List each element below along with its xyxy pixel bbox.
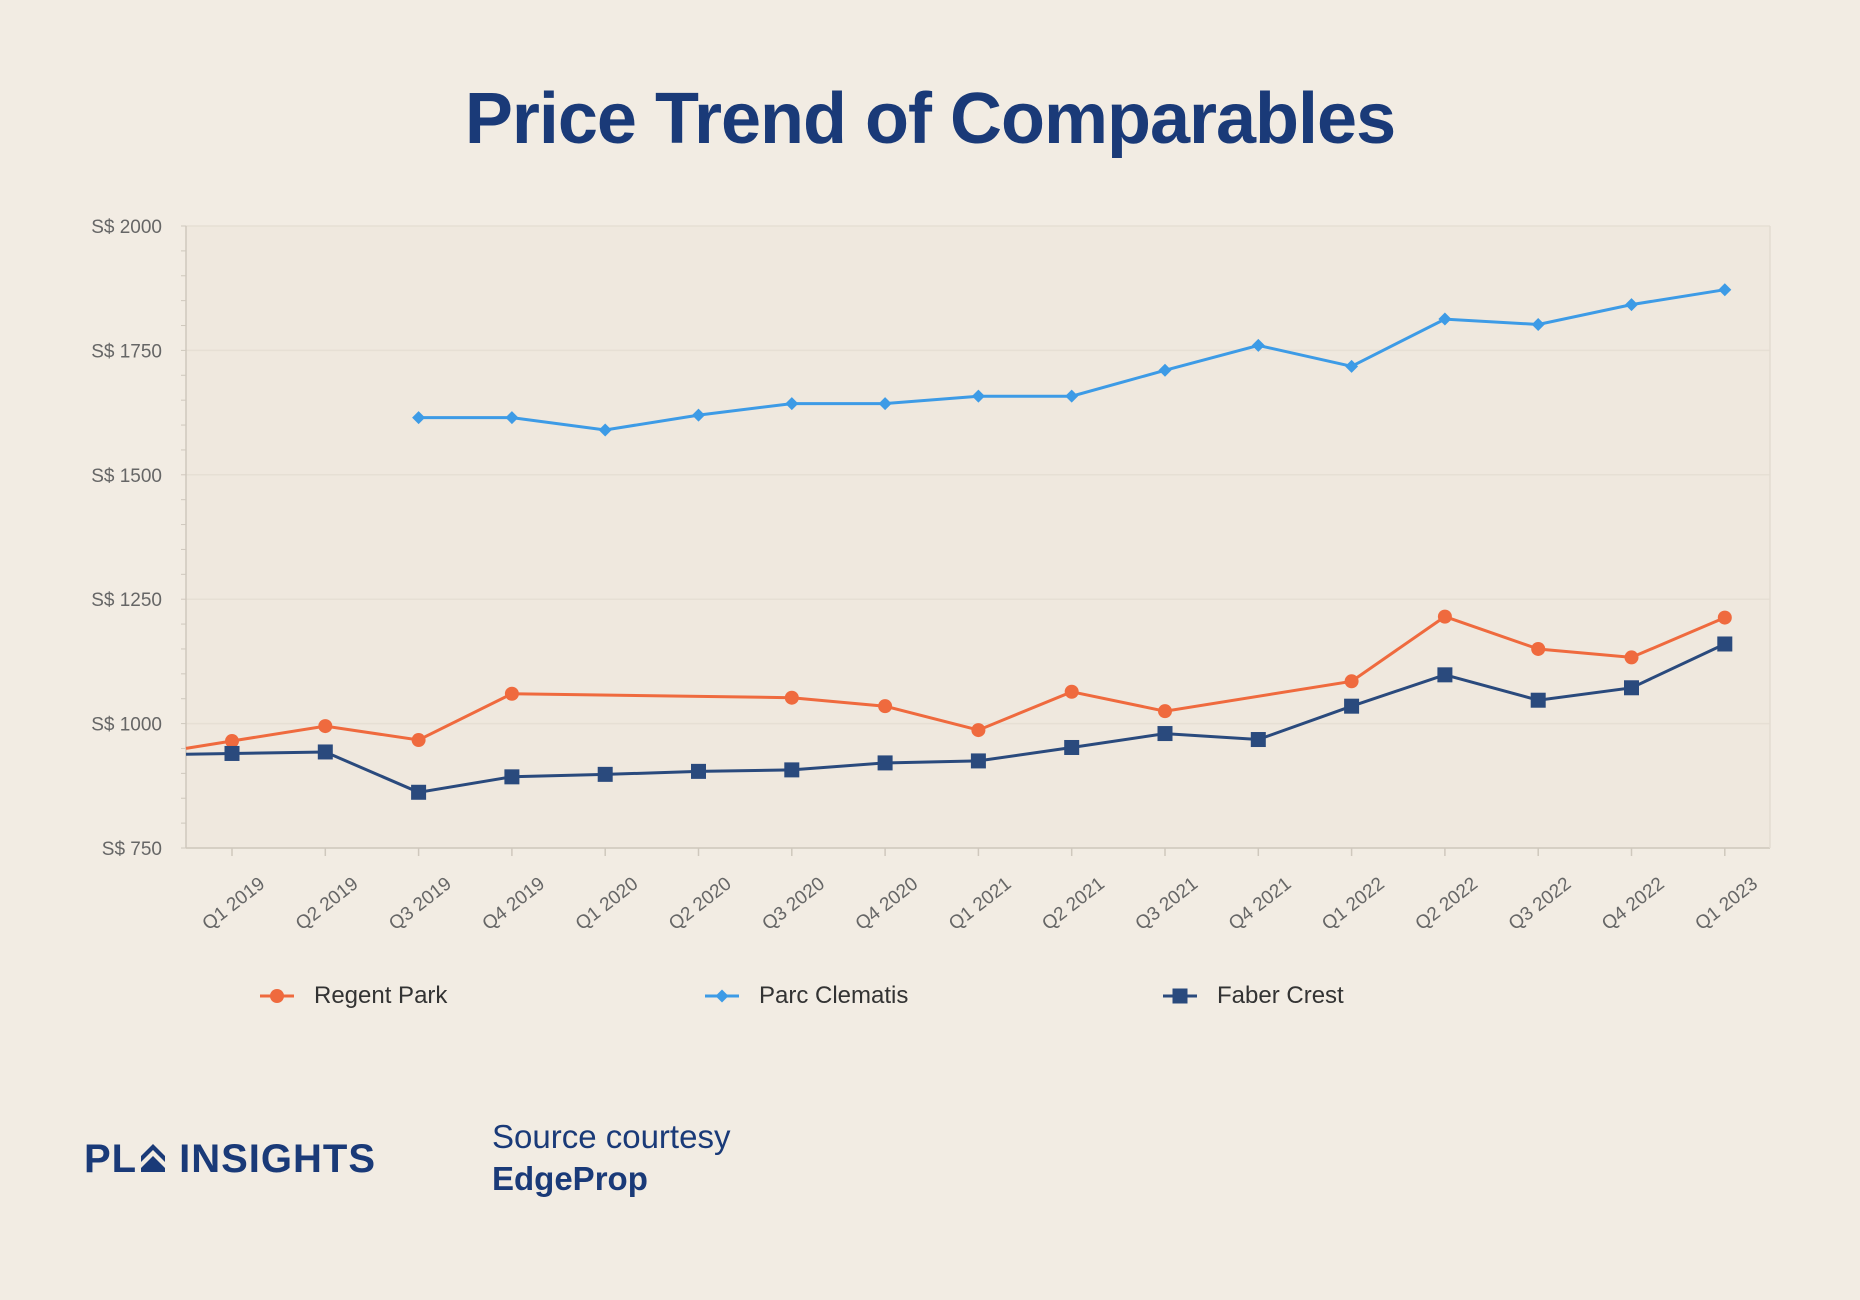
- data-point-faber-crest: [1344, 698, 1360, 714]
- data-point-regent-park: [1064, 684, 1079, 699]
- data-point-regent-park: [318, 719, 333, 734]
- brand-prefix: PL: [84, 1136, 138, 1181]
- brand-suffix: INSIGHTS: [179, 1136, 377, 1181]
- data-point-regent-park: [1158, 704, 1172, 719]
- line-chart: S$ 750 S$ 1000 S$ 1250 S$ 1500 S$ 1750 S$ 200…: [91, 217, 1771, 935]
- source-name: EdgeProp: [492, 1160, 648, 1197]
- data-point-regent-park: [784, 690, 799, 705]
- data-point-regent-park: [1624, 650, 1639, 665]
- x-tick-label: Q4 2020: [852, 873, 922, 934]
- data-point-regent-park: [1344, 674, 1359, 689]
- data-point-parc-clematis: [785, 397, 799, 411]
- data-point-regent-park: [411, 733, 426, 748]
- x-tick-label: Q1 2020: [572, 873, 642, 934]
- data-point-faber-crest: [411, 784, 427, 800]
- x-tick-label: Q3 2019: [385, 873, 455, 934]
- data-point-regent-park: [1437, 609, 1452, 624]
- data-point-faber-crest: [224, 745, 240, 761]
- data-point-faber-crest: [504, 769, 520, 785]
- legend-marker-square-icon: [1163, 988, 1197, 1004]
- data-point-regent-park: [1717, 610, 1732, 625]
- x-tick-label: Q1 2022: [1318, 873, 1388, 934]
- x-tick-label: Q2 2019: [292, 873, 362, 934]
- data-point-parc-clematis: [1438, 312, 1452, 326]
- brand-logo: PL INSIGHTS: [84, 1136, 376, 1182]
- x-tick-label: Q3 2021: [1132, 873, 1202, 934]
- x-tick-label: Q4 2021: [1225, 873, 1295, 934]
- legend-marker-circle-icon: [260, 989, 294, 1003]
- y-tick-label: S$ 750: [102, 839, 162, 860]
- x-tick-label: Q4 2022: [1598, 873, 1668, 934]
- source-credit: Source courtesy EdgeProp: [492, 1118, 730, 1198]
- source-label: Source courtesy: [492, 1118, 731, 1155]
- series-line-faber-crest: [185, 642, 1726, 794]
- data-point-parc-clematis: [1158, 363, 1172, 377]
- data-point-regent-park: [971, 723, 986, 738]
- chart-legend: Regent Park Parc Clematis Faber Crest: [260, 982, 1460, 1022]
- data-point-faber-crest: [1437, 667, 1453, 683]
- data-point-faber-crest: [597, 766, 613, 782]
- x-tick-label: Q2 2021: [1038, 873, 1108, 934]
- data-point-parc-clematis: [878, 397, 892, 411]
- data-point-parc-clematis: [412, 411, 426, 425]
- data-point-parc-clematis: [598, 423, 612, 437]
- x-tick-label: Q2 2022: [1412, 873, 1482, 934]
- data-point-faber-crest: [1530, 692, 1546, 708]
- x-tick-label: Q3 2020: [758, 873, 828, 934]
- data-point-faber-crest: [970, 753, 986, 769]
- legend-label: Faber Crest: [1217, 982, 1344, 1009]
- x-tick-label: Q2 2020: [665, 873, 735, 934]
- data-point-parc-clematis: [1531, 318, 1545, 332]
- data-point-regent-park: [504, 686, 519, 701]
- legend-label: Regent Park: [314, 982, 448, 1009]
- x-tick-label: Q4 2019: [479, 873, 549, 934]
- data-point-faber-crest: [691, 763, 706, 779]
- data-point-regent-park: [878, 699, 893, 714]
- y-tick-label: S$ 1500: [91, 466, 162, 487]
- data-point-parc-clematis: [505, 411, 519, 425]
- roof-icon: [139, 1136, 167, 1182]
- data-point-faber-crest: [1157, 726, 1173, 742]
- data-point-parc-clematis: [1718, 283, 1732, 297]
- data-point-faber-crest: [317, 744, 333, 760]
- legend-item-regent-park: Regent Park: [260, 982, 447, 1010]
- chart-title: Price Trend of Comparables: [464, 79, 1396, 159]
- data-point-faber-crest: [1250, 732, 1266, 748]
- data-point-regent-park: [225, 734, 239, 749]
- data-point-parc-clematis: [1625, 298, 1638, 312]
- data-point-parc-clematis: [692, 408, 705, 422]
- y-tick-label: S$ 1250: [91, 590, 162, 611]
- data-point-regent-park: [1531, 641, 1546, 656]
- data-point-faber-crest: [877, 755, 893, 771]
- plot-area: [186, 226, 1770, 848]
- x-tick-label: Q1 2023: [1691, 873, 1761, 934]
- data-point-parc-clematis: [971, 389, 985, 403]
- data-point-faber-crest: [1624, 680, 1639, 696]
- data-point-faber-crest: [1717, 636, 1733, 652]
- y-tick-label: S$ 2000: [91, 217, 162, 238]
- y-tick-label: S$ 1750: [91, 341, 162, 362]
- data-point-parc-clematis: [1345, 359, 1359, 373]
- x-tick-label: Q1 2021: [945, 873, 1015, 934]
- y-tick-label: S$ 1000: [91, 715, 162, 736]
- legend-item-parc-clematis: Parc Clematis: [705, 982, 908, 1010]
- data-point-faber-crest: [1064, 739, 1080, 755]
- legend-label: Parc Clematis: [759, 982, 909, 1009]
- x-tick-label: Q3 2022: [1505, 873, 1575, 934]
- data-point-parc-clematis: [1251, 338, 1265, 352]
- legend-marker-diamond-icon: [705, 989, 739, 1003]
- legend-item-faber-crest: Faber Crest: [1163, 982, 1344, 1010]
- x-tick-label: Q1 2019: [199, 873, 269, 934]
- data-point-parc-clematis: [1065, 389, 1079, 403]
- data-point-faber-crest: [784, 762, 800, 778]
